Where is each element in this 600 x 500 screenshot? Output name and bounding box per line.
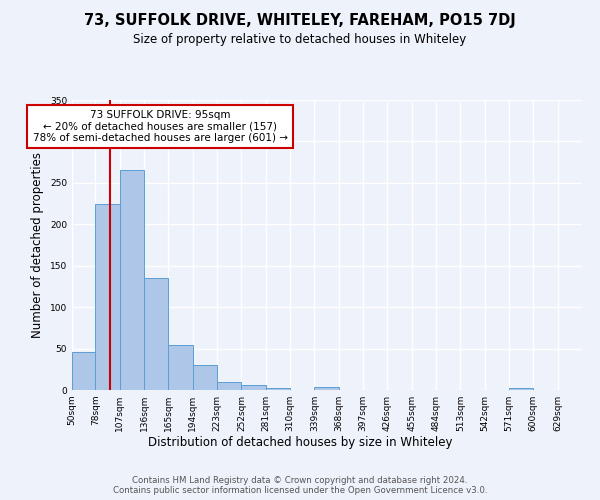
- Text: 73, SUFFOLK DRIVE, WHITELEY, FAREHAM, PO15 7DJ: 73, SUFFOLK DRIVE, WHITELEY, FAREHAM, PO…: [84, 12, 516, 28]
- Text: Contains HM Land Registry data © Crown copyright and database right 2024.
Contai: Contains HM Land Registry data © Crown c…: [113, 476, 487, 495]
- Text: 73 SUFFOLK DRIVE: 95sqm
← 20% of detached houses are smaller (157)
78% of semi-d: 73 SUFFOLK DRIVE: 95sqm ← 20% of detache…: [32, 110, 287, 143]
- Bar: [193, 365, 217, 390]
- Bar: [217, 382, 241, 390]
- Bar: [266, 388, 290, 390]
- Bar: [314, 386, 339, 390]
- Bar: [241, 385, 266, 390]
- Bar: [509, 388, 533, 390]
- Text: Distribution of detached houses by size in Whiteley: Distribution of detached houses by size …: [148, 436, 452, 449]
- Bar: [95, 204, 120, 390]
- Text: Size of property relative to detached houses in Whiteley: Size of property relative to detached ho…: [133, 32, 467, 46]
- Y-axis label: Number of detached properties: Number of detached properties: [31, 152, 44, 338]
- Bar: [72, 352, 95, 390]
- Bar: [169, 346, 193, 390]
- Bar: [144, 278, 169, 390]
- Bar: [120, 170, 144, 390]
